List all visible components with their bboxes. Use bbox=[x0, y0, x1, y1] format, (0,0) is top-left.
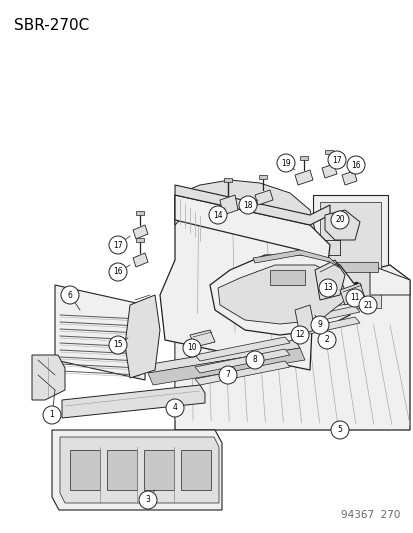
Polygon shape bbox=[195, 337, 289, 361]
Polygon shape bbox=[136, 211, 144, 215]
Circle shape bbox=[318, 279, 336, 297]
Circle shape bbox=[109, 236, 127, 254]
Circle shape bbox=[166, 399, 183, 417]
Polygon shape bbox=[52, 430, 221, 510]
Polygon shape bbox=[294, 317, 359, 336]
Polygon shape bbox=[159, 195, 314, 370]
Circle shape bbox=[345, 289, 363, 307]
Circle shape bbox=[238, 196, 256, 214]
Polygon shape bbox=[133, 225, 147, 239]
Circle shape bbox=[327, 151, 345, 169]
Polygon shape bbox=[175, 195, 329, 310]
Polygon shape bbox=[60, 437, 218, 503]
Text: 94367  270: 94367 270 bbox=[340, 510, 399, 520]
Polygon shape bbox=[175, 265, 409, 430]
Polygon shape bbox=[299, 156, 307, 160]
Text: 8: 8 bbox=[252, 356, 257, 365]
Text: 15: 15 bbox=[113, 341, 123, 350]
Polygon shape bbox=[223, 178, 231, 182]
Text: 13: 13 bbox=[323, 284, 332, 293]
Bar bbox=[107, 450, 137, 490]
Text: 6: 6 bbox=[67, 290, 72, 300]
Circle shape bbox=[218, 366, 236, 384]
Polygon shape bbox=[218, 265, 347, 324]
Text: 17: 17 bbox=[113, 240, 123, 249]
Text: 3: 3 bbox=[145, 496, 150, 505]
Polygon shape bbox=[209, 255, 354, 335]
Polygon shape bbox=[195, 349, 289, 373]
Circle shape bbox=[276, 154, 294, 172]
Polygon shape bbox=[195, 361, 289, 385]
Polygon shape bbox=[339, 283, 364, 305]
Text: 19: 19 bbox=[280, 158, 290, 167]
Text: 18: 18 bbox=[243, 200, 252, 209]
Polygon shape bbox=[175, 185, 329, 225]
Text: 12: 12 bbox=[294, 330, 304, 340]
Text: 7: 7 bbox=[225, 370, 230, 379]
Polygon shape bbox=[136, 238, 144, 242]
Polygon shape bbox=[294, 306, 359, 325]
Text: 10: 10 bbox=[187, 343, 196, 352]
Bar bbox=[180, 450, 211, 490]
Circle shape bbox=[183, 339, 201, 357]
Text: 20: 20 bbox=[335, 215, 344, 224]
Text: 9: 9 bbox=[317, 320, 322, 329]
Polygon shape bbox=[252, 250, 339, 268]
Polygon shape bbox=[294, 305, 314, 335]
Text: 11: 11 bbox=[349, 294, 359, 303]
Circle shape bbox=[330, 421, 348, 439]
Circle shape bbox=[310, 316, 328, 334]
Polygon shape bbox=[259, 175, 266, 179]
Polygon shape bbox=[341, 171, 356, 185]
Polygon shape bbox=[55, 285, 145, 380]
Polygon shape bbox=[314, 260, 344, 300]
Bar bbox=[144, 450, 173, 490]
Circle shape bbox=[109, 263, 127, 281]
Polygon shape bbox=[294, 295, 359, 314]
Text: 21: 21 bbox=[362, 301, 372, 310]
Circle shape bbox=[245, 351, 263, 369]
Polygon shape bbox=[219, 195, 237, 215]
Polygon shape bbox=[324, 150, 332, 154]
Bar bbox=[70, 450, 100, 490]
Polygon shape bbox=[312, 195, 387, 315]
Polygon shape bbox=[32, 355, 65, 400]
Polygon shape bbox=[327, 262, 377, 272]
Circle shape bbox=[61, 286, 79, 304]
Circle shape bbox=[43, 406, 61, 424]
Polygon shape bbox=[190, 330, 214, 347]
Circle shape bbox=[109, 336, 127, 354]
Polygon shape bbox=[175, 180, 314, 230]
Circle shape bbox=[139, 491, 157, 509]
Text: 14: 14 bbox=[213, 211, 222, 220]
Text: 4: 4 bbox=[172, 403, 177, 413]
Polygon shape bbox=[147, 348, 304, 385]
Circle shape bbox=[290, 326, 308, 344]
Circle shape bbox=[317, 331, 335, 349]
Circle shape bbox=[358, 296, 376, 314]
Text: 2: 2 bbox=[324, 335, 329, 344]
Text: 16: 16 bbox=[113, 268, 123, 277]
Text: 5: 5 bbox=[337, 425, 342, 434]
Polygon shape bbox=[321, 164, 336, 178]
Polygon shape bbox=[324, 210, 359, 240]
Polygon shape bbox=[319, 202, 380, 308]
Bar bbox=[269, 270, 304, 285]
Text: 16: 16 bbox=[350, 160, 360, 169]
Circle shape bbox=[330, 211, 348, 229]
Polygon shape bbox=[133, 253, 147, 267]
Polygon shape bbox=[145, 340, 299, 373]
Polygon shape bbox=[62, 385, 204, 418]
Polygon shape bbox=[369, 265, 409, 295]
Polygon shape bbox=[254, 190, 272, 205]
Text: 1: 1 bbox=[50, 410, 54, 419]
Text: SBR-270C: SBR-270C bbox=[14, 18, 89, 33]
Circle shape bbox=[346, 156, 364, 174]
Polygon shape bbox=[125, 295, 159, 378]
Text: 17: 17 bbox=[331, 156, 341, 165]
Polygon shape bbox=[294, 170, 312, 185]
Circle shape bbox=[209, 206, 226, 224]
